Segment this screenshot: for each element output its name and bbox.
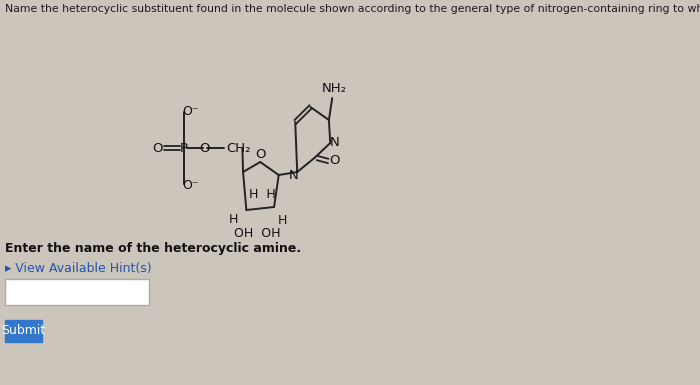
Text: Submit: Submit (1, 325, 46, 338)
FancyBboxPatch shape (5, 279, 148, 305)
Text: H  H: H H (248, 187, 276, 201)
Text: ▸ View Available Hint(s): ▸ View Available Hint(s) (5, 262, 151, 275)
Text: Name the heterocyclic substituent found in the molecule shown according to the g: Name the heterocyclic substituent found … (5, 4, 700, 14)
Text: O: O (329, 154, 340, 166)
Text: H: H (278, 214, 288, 226)
Text: Enter the name of the heterocyclic amine.: Enter the name of the heterocyclic amine… (5, 242, 301, 255)
Text: O⁻: O⁻ (183, 104, 199, 117)
Text: NH₂: NH₂ (322, 82, 346, 94)
Text: OH  OH: OH OH (234, 226, 281, 239)
Text: O⁻: O⁻ (183, 179, 199, 191)
Text: P: P (180, 142, 188, 154)
Text: O: O (153, 142, 163, 154)
Text: CH₂: CH₂ (226, 142, 251, 154)
FancyBboxPatch shape (5, 320, 41, 342)
Text: O: O (255, 147, 265, 161)
Text: N: N (289, 169, 299, 181)
Text: O: O (199, 142, 210, 154)
Text: N: N (329, 136, 339, 149)
Text: H: H (228, 213, 238, 226)
